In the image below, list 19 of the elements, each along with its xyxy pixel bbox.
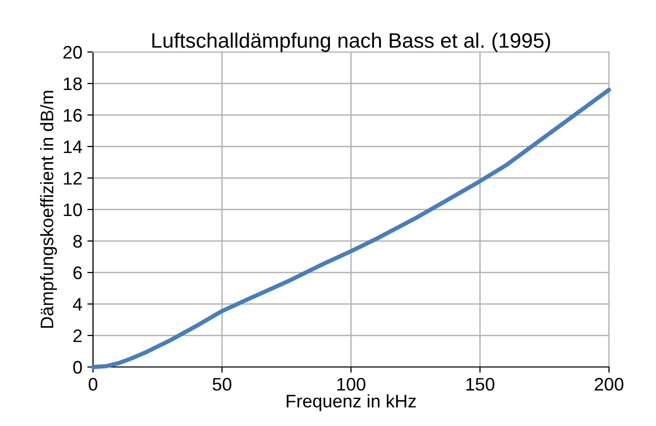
x-tick-label: 50 [212, 378, 232, 391]
x-axis-title: Frequenz in kHz [286, 394, 416, 412]
y-tick-label: 16 [64, 108, 82, 122]
x-tick-label: 100 [337, 378, 366, 391]
y-tick-label: 10 [64, 203, 82, 216]
y-tick-label: 18 [64, 77, 82, 90]
chart-title: Luftschalldämpfung nach Bass et al. (1995) [152, 32, 550, 52]
y-tick-label: 12 [64, 172, 82, 185]
y-tick-label: 0 [73, 360, 82, 374]
y-tick-label: 4 [72, 298, 82, 311]
y-tick-label: 6 [73, 266, 82, 280]
y-tick-label: 14 [64, 140, 82, 154]
y-tick-label: 20 [63, 46, 82, 59]
y-tick-label: 2 [73, 329, 82, 342]
x-tick-label: 200 [594, 378, 624, 391]
y-tick-label: 8 [73, 234, 82, 248]
x-tick-label: 150 [466, 378, 494, 391]
x-tick-label: 0 [88, 378, 98, 391]
y-axis-title: Dämpfungskoeffizient in dB/m [40, 90, 57, 328]
